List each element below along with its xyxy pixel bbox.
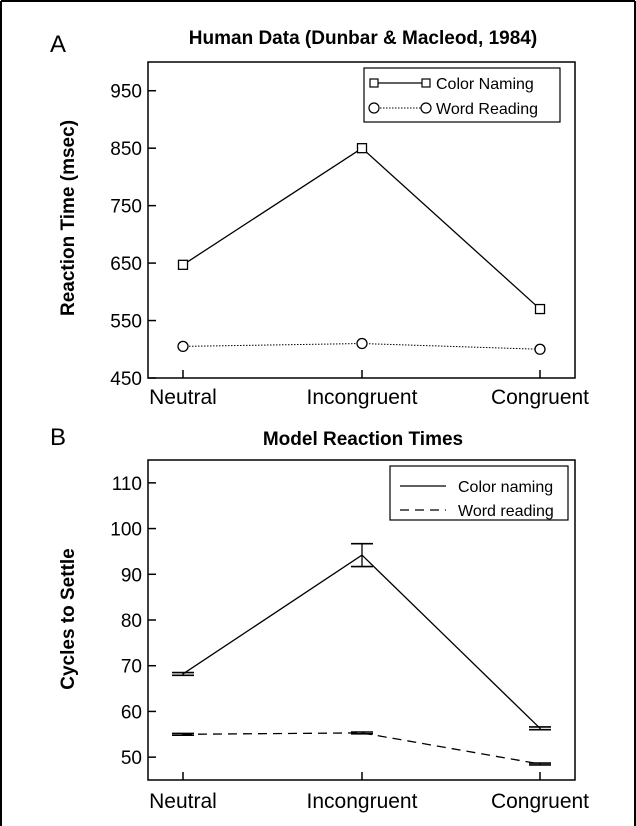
- legend-square-marker-icon: [369, 78, 379, 88]
- data-point-color-naming: [177, 259, 189, 270]
- panel-b-legend-box: [389, 465, 569, 521]
- panel-a-legend: Color Naming Word Reading: [363, 67, 561, 123]
- y-tick-label: 550: [110, 312, 142, 333]
- panel-a-title: Human Data (Dunbar & Macleod, 1984): [189, 28, 537, 49]
- panel-a-y-axis-label: Reaction Time (msec): [58, 120, 79, 316]
- legend-label-color-naming: Color naming: [458, 479, 553, 496]
- legend-label-word-reading: Word Reading: [436, 101, 538, 118]
- y-tick-label: 50: [121, 748, 142, 769]
- panel-a-y-ticks: 450 550 650 750 850 950: [110, 82, 156, 390]
- panel-b-y-axis-label: Cycles to Settle: [58, 548, 79, 690]
- legend-square-marker-icon: [421, 78, 431, 88]
- panel-a-series: [177, 143, 546, 355]
- series-line-color-naming: [182, 554, 541, 729]
- panel-b-title: Model Reaction Times: [263, 429, 463, 450]
- data-point-word-reading: [534, 343, 546, 355]
- y-tick-label: 750: [110, 197, 142, 218]
- y-tick-label: 90: [121, 565, 142, 586]
- panel-a-legend-box: [363, 67, 561, 123]
- y-tick-label: 950: [110, 82, 142, 103]
- panel-a-letter: A: [50, 31, 66, 58]
- data-point-word-reading: [356, 337, 368, 350]
- x-category-label-congruent: Congruent: [491, 790, 589, 813]
- x-category-label-neutral: Neutral: [149, 790, 217, 813]
- series-line-word-reading: [182, 343, 541, 350]
- panel-a-chart: A Human Data (Dunbar & Macleod, 1984) Re…: [50, 28, 589, 409]
- legend-circle-marker-icon: [420, 102, 432, 114]
- y-tick-label: 60: [121, 702, 142, 723]
- panel-b-y-ticks: 50 60 70 80 90 100 110: [110, 474, 156, 769]
- data-point-color-naming: [356, 143, 368, 154]
- panel-b-plot-frame: [147, 459, 576, 781]
- y-tick-label: 70: [121, 657, 142, 678]
- panel-b-letter: B: [50, 424, 66, 451]
- panel-a-plot-frame: [147, 61, 576, 379]
- panel-a-category-labels: Neutral Incongruent Congruent: [149, 370, 589, 409]
- data-point-word-reading: [177, 340, 189, 353]
- series-line-color-naming: [182, 147, 541, 310]
- panel-b-chart: B Model Reaction Times Cycles to Settle …: [50, 424, 589, 813]
- x-category-label-incongruent: Incongruent: [307, 790, 418, 813]
- panel-b-series: [172, 542, 551, 766]
- panel-b-legend: Color naming Word reading: [389, 465, 569, 521]
- y-tick-label: 110: [112, 474, 142, 495]
- y-tick-label: 80: [121, 611, 142, 632]
- x-category-label-congruent: Congruent: [491, 386, 589, 409]
- x-category-label-incongruent: Incongruent: [307, 386, 418, 409]
- legend-label-color-naming: Color Naming: [436, 76, 534, 93]
- series-line-word-reading: [182, 732, 541, 765]
- panel-b-category-labels: Neutral Incongruent Congruent: [149, 772, 589, 813]
- x-category-label-neutral: Neutral: [149, 386, 217, 409]
- legend-label-word-reading: Word reading: [458, 503, 554, 520]
- y-tick-label: 100: [110, 520, 142, 541]
- y-tick-label: 650: [110, 254, 142, 275]
- legend-circle-marker-icon: [368, 102, 380, 114]
- y-tick-label: 450: [110, 369, 142, 390]
- y-tick-label: 850: [110, 139, 142, 160]
- data-point-color-naming: [534, 303, 546, 315]
